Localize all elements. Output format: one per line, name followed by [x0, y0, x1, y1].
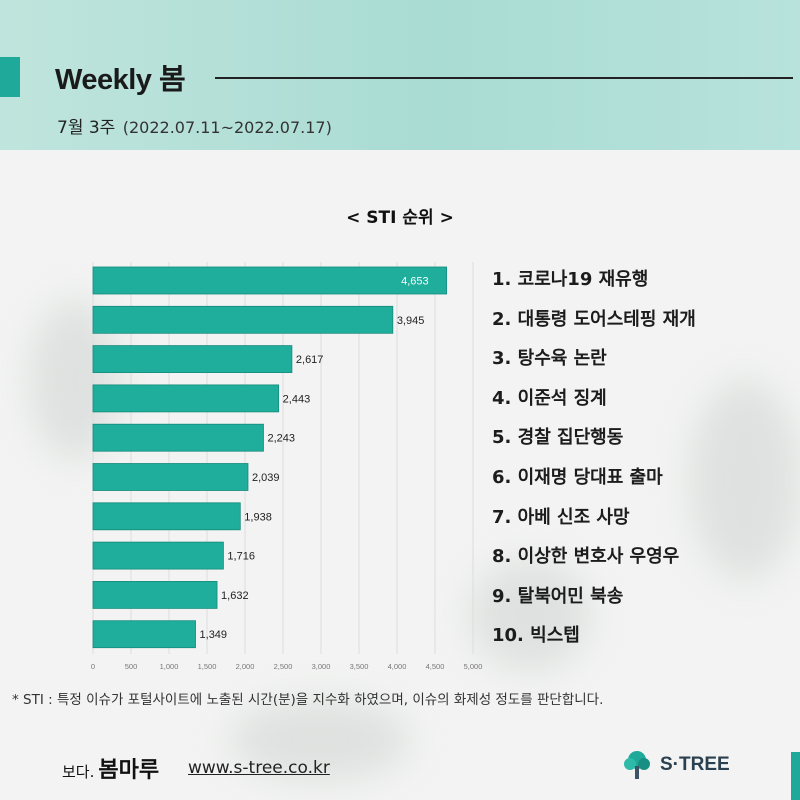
bar-7	[92, 502, 241, 531]
x-tick-label: 2,000	[236, 662, 255, 671]
ranking-item: 1. 코로나19 재유행	[492, 269, 649, 290]
title-rule	[215, 77, 793, 79]
background-blur	[470, 560, 590, 670]
ranking-item: 6. 이재명 당대표 출마	[492, 467, 663, 488]
sti-bar-chart: 0 500 1,000 1,500 2,000 2,500 3,000 3,500 4,000 4…	[91, 262, 483, 671]
x-tick-label: 4,000	[388, 662, 407, 671]
ranking-item: 2. 대통령 도어스테핑 재개	[492, 308, 696, 330]
bar-value-label: 2,617	[296, 354, 324, 366]
x-tick-label: 0	[91, 662, 95, 671]
tree-icon	[624, 751, 650, 779]
page-title: Weekly 봄	[55, 64, 186, 96]
ranking-item: 5. 경찰 집단행동	[492, 427, 624, 449]
bar-value-label: 2,443	[283, 393, 311, 405]
x-tick-label: 3,000	[312, 662, 331, 671]
bar-value-label: 2,039	[252, 472, 280, 484]
ranking-item: 4. 이준석 징계	[492, 387, 607, 409]
week-label: 7월 3주 (2022.07.11~2022.07.17)	[57, 113, 332, 138]
x-tick-label: 1,500	[198, 662, 217, 671]
bar-value-label: 1,716	[227, 551, 255, 563]
bar-value-label: 3,945	[397, 315, 425, 327]
x-tick-label: 1,000	[160, 662, 179, 671]
background-blur	[690, 380, 800, 580]
bar-3	[92, 345, 293, 374]
bar-value-label: 1,938	[244, 511, 272, 523]
x-tick-label: 2,500	[274, 662, 293, 671]
bar-value-label: 2,243	[267, 433, 295, 445]
x-tick-label: 5,000	[464, 662, 483, 671]
bar-5	[92, 423, 264, 452]
date-range: (2022.07.11~2022.07.17)	[122, 118, 332, 137]
header-accent-bar	[0, 57, 20, 97]
ranking-item: 3. 탕수육 논란	[492, 348, 607, 370]
bar-value-label: 1,349	[200, 629, 228, 641]
ranking-item: 7. 아베 신조 사망	[492, 506, 630, 528]
ranking-item: 8. 이상한 변호사 우영우	[492, 546, 680, 568]
bommaru-logo: 보다. 봄마루	[62, 757, 160, 783]
website-link[interactable]: www.s-tree.co.kr	[188, 758, 330, 778]
bar-value-label: 4,653	[401, 276, 429, 288]
stree-brand: S·TREE	[660, 754, 730, 775]
bar-10	[92, 620, 196, 649]
week-number: 7월 3주	[57, 118, 116, 138]
chart-title: < STI 순위 >	[346, 208, 454, 228]
bar-2	[92, 305, 394, 334]
header-banner	[0, 0, 800, 150]
x-tick-label: 3,500	[350, 662, 369, 671]
bar-4	[92, 384, 280, 413]
bar-1	[92, 266, 448, 295]
bar-6	[92, 463, 249, 491]
corner-accent-bar	[791, 752, 800, 800]
bar-8	[92, 541, 224, 570]
bar-value-label: 1,632	[221, 590, 249, 602]
bar-9	[92, 581, 218, 609]
x-tick-label: 4,500	[426, 662, 445, 671]
footnote: * STI : 특정 이슈가 포털사이트에 노출된 시간(분)을 지수화 하였으…	[12, 692, 604, 708]
ranking-item: 9. 탈북어민 북송	[492, 585, 624, 607]
stree-logo: S·TREE	[620, 748, 740, 782]
ranking-item: 10. 빅스텝	[492, 625, 580, 647]
background-blur	[230, 700, 410, 780]
x-tick-label: 500	[125, 662, 138, 671]
